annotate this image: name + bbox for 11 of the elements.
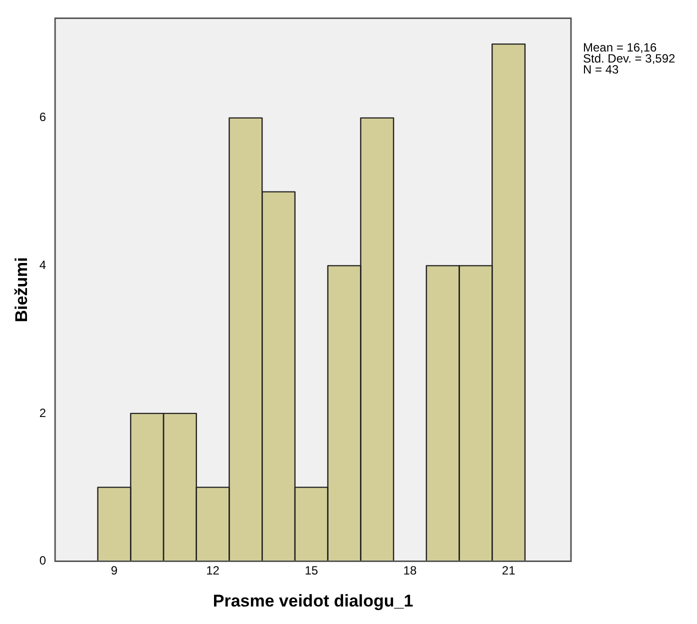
x-tick-label: 15	[304, 564, 318, 578]
y-tick-label: 0	[39, 554, 46, 568]
y-axis-title: Biežumi	[12, 257, 31, 322]
y-tick-label: 4	[39, 258, 46, 272]
x-tick-label: 21	[502, 564, 516, 578]
x-tick-label: 18	[403, 564, 417, 578]
x-axis-title: Prasme veidot dialogu_1	[212, 591, 414, 610]
x-tick-label: 9	[110, 564, 118, 578]
x-tick-label: 12	[206, 564, 220, 578]
y-tick-label: 6	[39, 110, 46, 124]
y-tick-label: 2	[39, 406, 46, 420]
